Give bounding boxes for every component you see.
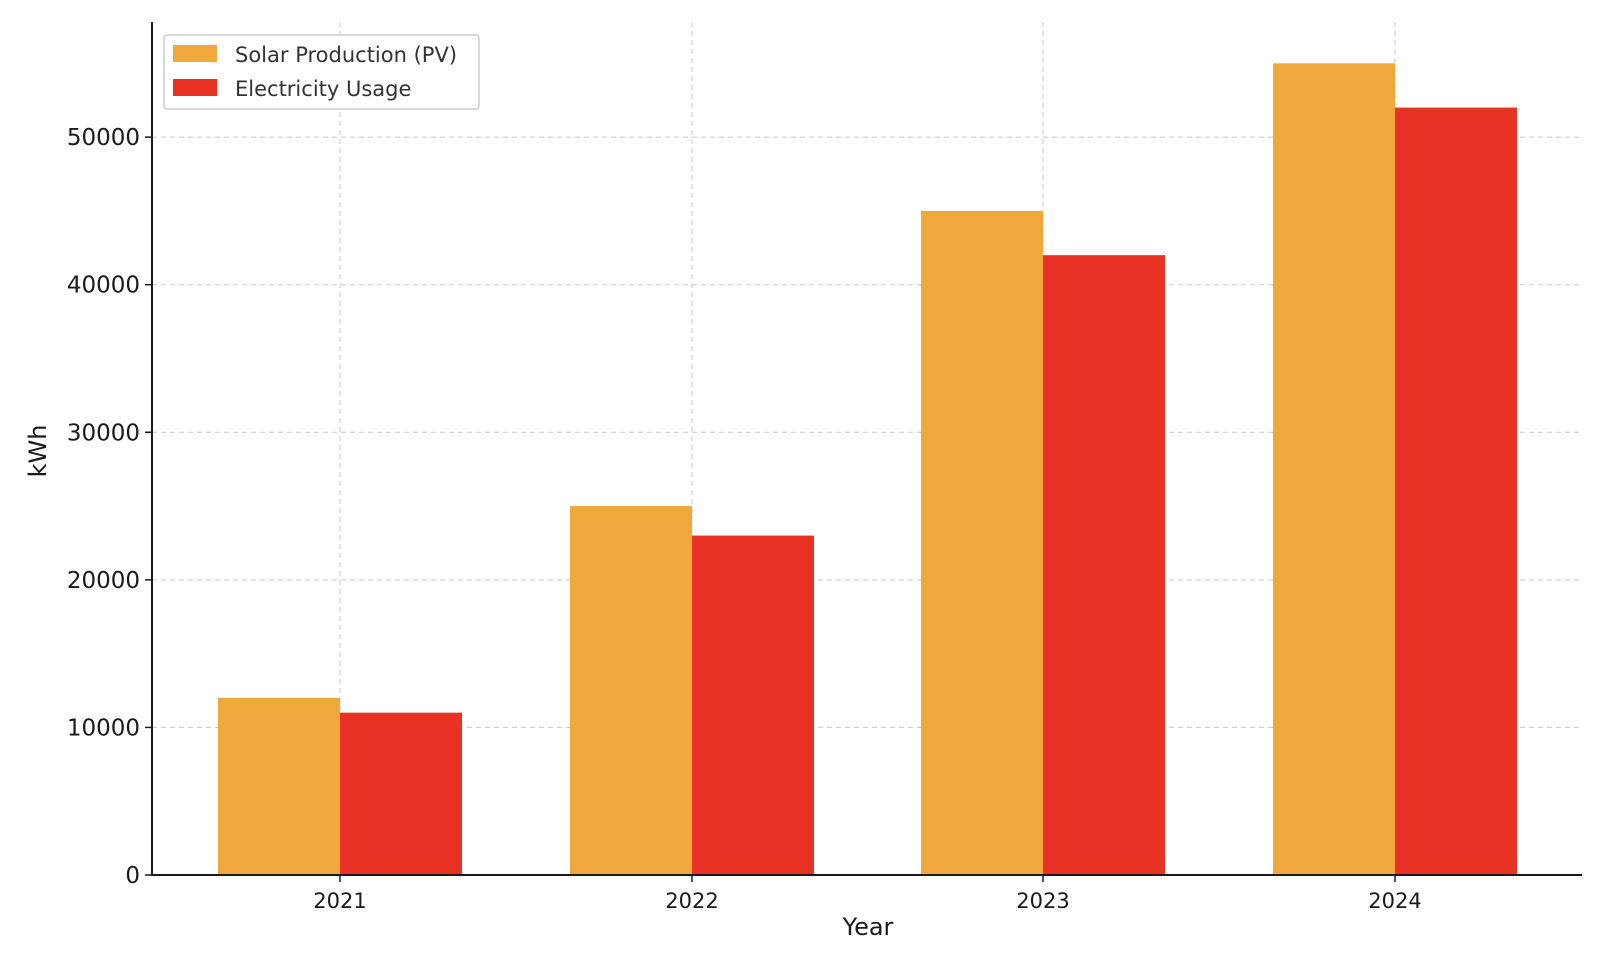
bar-electricity-usage-2024 bbox=[1395, 107, 1517, 875]
y-tick-label-30000: 30000 bbox=[67, 420, 140, 446]
tick-labels: 0 10000 20000 30000 40000 50000 2021 2022 2023 20… bbox=[67, 125, 1422, 913]
y-tick-label-50000: 50000 bbox=[67, 125, 140, 151]
x-tick-label-2022: 2022 bbox=[665, 889, 718, 913]
y-axis-title: kWh bbox=[24, 425, 52, 478]
bars bbox=[218, 63, 1517, 876]
bar-electricity-usage-2023 bbox=[1043, 255, 1165, 876]
bar-electricity-usage-2022 bbox=[692, 535, 814, 875]
y-tick-label-40000: 40000 bbox=[67, 273, 140, 299]
legend-box bbox=[163, 34, 480, 110]
y-tick-label-20000: 20000 bbox=[67, 568, 140, 594]
bar-solar-production-pv-2021 bbox=[218, 697, 340, 875]
x-tick-label-2023: 2023 bbox=[1016, 889, 1069, 913]
bar-solar-production-pv-2022 bbox=[570, 506, 692, 875]
y-tick-label-10000: 10000 bbox=[67, 715, 140, 741]
y-tick-label-0: 0 bbox=[125, 863, 140, 889]
legend-swatch-solar-production bbox=[173, 45, 217, 62]
bar-solar-production-pv-2024 bbox=[1273, 63, 1395, 876]
bar-electricity-usage-2021 bbox=[340, 712, 462, 875]
legend-label-solar-production: Solar Production (PV) bbox=[235, 43, 457, 67]
legend-label-electricity-usage: Electricity Usage bbox=[235, 77, 411, 101]
x-tick-label-2021: 2021 bbox=[313, 889, 366, 913]
legend: Solar Production (PV) Electricity Usage bbox=[163, 34, 480, 110]
legend-swatch-electricity-usage bbox=[173, 79, 217, 96]
x-tick-label-2024: 2024 bbox=[1368, 889, 1421, 913]
x-axis-title: Year bbox=[842, 913, 894, 941]
axes bbox=[145, 22, 1582, 882]
bar-solar-production-pv-2023 bbox=[921, 210, 1043, 875]
